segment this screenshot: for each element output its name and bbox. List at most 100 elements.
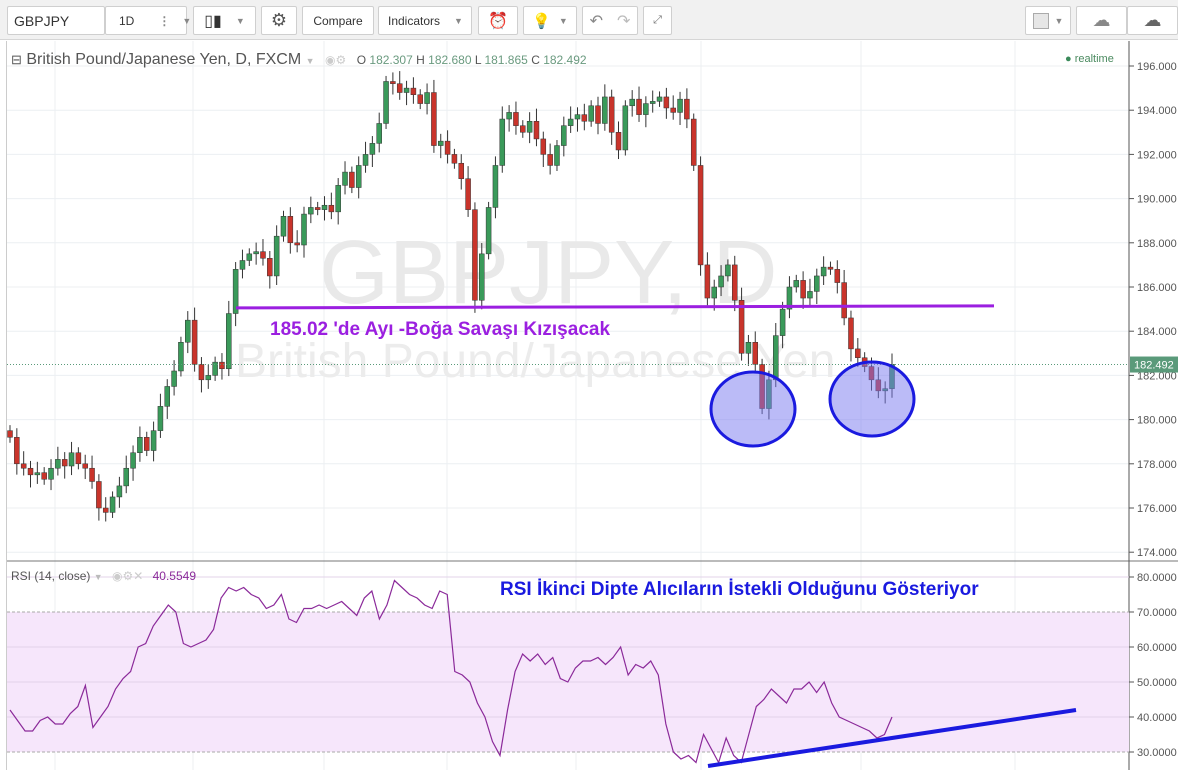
lightbulb-icon: 💡 <box>532 12 551 30</box>
price-tick-label: 184.000 <box>1137 326 1177 338</box>
price-tick-label: 192.000 <box>1137 149 1177 161</box>
candle-body <box>314 207 321 210</box>
price-tick-label: 188.000 <box>1137 238 1177 250</box>
main-annotation[interactable]: 185.02 'de Ayı -Boğa Savaşı Kızışacak <box>270 319 611 340</box>
toolbar: GBPJPY 1D ⋮ ▼ ▯▮ ▼ ⚙ Compare Indicators ▼ ⏰… <box>0 0 1178 40</box>
rsi-tick-label: 30.0000 <box>1137 747 1177 759</box>
candle-body <box>526 121 533 133</box>
indicators-button[interactable]: Indicators ▼ <box>378 6 472 35</box>
candle-body <box>61 459 68 467</box>
compare-button[interactable]: Compare <box>302 6 374 35</box>
rsi-tick-label: 60.0000 <box>1137 642 1177 654</box>
last-price-label: 182.492 <box>1134 360 1174 372</box>
ideas-button[interactable]: 💡 ▼ <box>523 6 577 35</box>
candle-body <box>123 467 129 487</box>
candle-body <box>321 204 328 210</box>
candle-body <box>656 96 663 102</box>
candle-body <box>342 171 348 186</box>
fullscreen-icon: ⤢ <box>653 14 662 26</box>
undo-icon[interactable]: ↶ <box>589 12 603 30</box>
candle-body <box>75 452 82 465</box>
candle-body <box>253 251 259 255</box>
candle-body <box>287 216 294 244</box>
caret-icon: ▼ <box>558 15 568 26</box>
rsi-tick-label: 80.0000 <box>1137 572 1177 584</box>
candle-body <box>143 437 150 451</box>
save-chart-button[interactable]: ☁ <box>1127 6 1178 35</box>
price-tick-label: 176.000 <box>1137 503 1177 515</box>
caret-icon: ▼ <box>454 15 463 26</box>
candle-body <box>622 105 629 151</box>
candle-body <box>369 143 376 155</box>
caret-icon: ▼ <box>182 15 192 26</box>
candle-body <box>814 275 820 292</box>
caret-icon[interactable]: ▼ <box>305 56 315 66</box>
candle-body <box>27 467 34 476</box>
candle-body <box>807 291 813 299</box>
candle-body <box>219 361 225 370</box>
price-tick-label: 196.000 <box>1137 61 1177 73</box>
caret-icon[interactable]: ▼ <box>93 572 103 582</box>
rsi-trend-line <box>707 708 1077 768</box>
candle-body <box>294 242 300 246</box>
candle-body <box>513 112 519 126</box>
realtime-label: realtime <box>1074 53 1114 65</box>
interval-text: 1D <box>119 13 135 28</box>
rsi-tick-label: 70.0000 <box>1137 607 1177 619</box>
candle-body <box>602 96 608 124</box>
candle-body <box>68 452 75 467</box>
rsi-legend: RSI (14, close) ▼ ◉⚙✕ 40.5549 <box>11 569 196 583</box>
candle-body <box>116 485 123 498</box>
symbol-input[interactable]: GBPJPY <box>7 6 105 35</box>
candle-body <box>786 286 793 310</box>
fullscreen-button[interactable]: ⤢ <box>643 6 672 35</box>
candle-body <box>7 430 13 438</box>
collapse-icon[interactable]: ⊟ <box>11 52 22 67</box>
candle-body <box>417 94 423 104</box>
candle-body <box>96 481 102 509</box>
candle-body <box>451 154 458 164</box>
cloud-download-icon: ☁ <box>1092 10 1111 30</box>
settings-button[interactable]: ⚙ <box>261 6 297 35</box>
candle-body <box>561 125 567 146</box>
redo-icon[interactable]: ↷ <box>617 12 631 30</box>
candle-body <box>581 114 588 122</box>
alarm-clock-icon: ⏰ <box>488 12 508 30</box>
candle-body <box>301 213 307 246</box>
compare-label: Compare <box>313 13 363 28</box>
candle-body <box>130 452 136 469</box>
rsi-settings-icon[interactable]: ◉⚙✕ <box>111 569 144 583</box>
chart-area[interactable]: 196.000 194.000 192.000 190.000 188.000 186.0… <box>6 41 1178 770</box>
candle-body <box>424 92 430 104</box>
highlight-ellipse <box>709 370 797 448</box>
layout-button[interactable]: ▼ <box>1025 6 1071 35</box>
chart-canvas[interactable]: 196.000 194.000 192.000 190.000 188.000 186.0… <box>7 41 1178 770</box>
candle-body <box>677 98 683 113</box>
candle-body <box>820 266 827 277</box>
candle-body <box>472 209 478 301</box>
candle-body <box>848 317 854 350</box>
candle-body <box>841 282 847 319</box>
candle-body <box>273 235 280 277</box>
rsi-title: RSI (14, close) <box>11 569 91 583</box>
legend-settings-icon[interactable]: ◉⚙ <box>325 53 347 67</box>
price-tick-label: 194.000 <box>1137 105 1177 117</box>
alert-button[interactable]: ⏰ <box>478 6 518 35</box>
square-icon <box>1032 12 1049 29</box>
chart-style-button[interactable]: ▯▮ ▼ <box>193 6 256 35</box>
interval-select[interactable]: 1D ⋮ ▼ <box>105 6 191 35</box>
ohlc-values: O 182.307 H 182.680 L 181.865 C 182.492 <box>356 53 587 67</box>
candle-body <box>185 319 191 343</box>
candle-body <box>711 286 717 299</box>
candle-body <box>800 280 806 299</box>
candle-body <box>479 253 485 301</box>
candle-body <box>779 308 786 336</box>
candle-body <box>239 260 246 270</box>
indicators-label: Indicators <box>388 13 441 28</box>
series-title: British Pound/Japanese Yen, D, FXCM <box>26 51 302 68</box>
load-chart-button[interactable]: ☁ <box>1076 6 1127 35</box>
rsi-annotation[interactable]: RSI İkinci Dipte Alıcıların İstekli Oldu… <box>500 579 979 600</box>
candle-body <box>649 101 656 104</box>
candle-body <box>588 105 594 122</box>
candle-body <box>137 437 143 453</box>
